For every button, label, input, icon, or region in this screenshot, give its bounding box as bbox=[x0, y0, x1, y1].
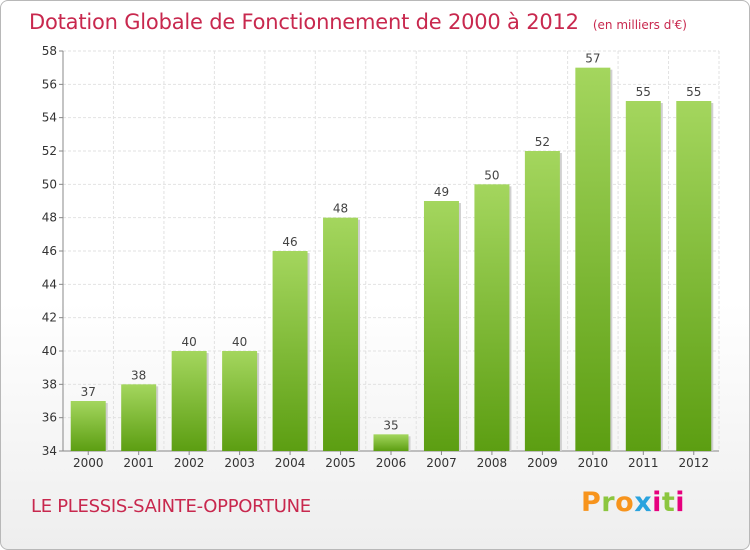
bar-value-label: 35 bbox=[383, 418, 398, 432]
x-tick-label: 2003 bbox=[224, 456, 255, 470]
y-tick-label: 38 bbox=[42, 377, 57, 391]
bar-2006 bbox=[373, 434, 409, 451]
y-tick-label: 56 bbox=[42, 77, 57, 91]
y-tick-label: 54 bbox=[42, 111, 57, 125]
x-tick-label: 2010 bbox=[578, 456, 609, 470]
y-tick-label: 44 bbox=[42, 277, 57, 291]
bar-value-label: 49 bbox=[434, 185, 449, 199]
bar-2012 bbox=[676, 101, 712, 451]
x-tick-label: 2006 bbox=[376, 456, 407, 470]
y-tick-label: 58 bbox=[42, 44, 57, 58]
bar-2009 bbox=[524, 151, 560, 451]
x-tick-label: 2007 bbox=[426, 456, 457, 470]
grid-lines bbox=[62, 50, 720, 452]
bar-2000 bbox=[70, 401, 106, 451]
x-tick-label: 2005 bbox=[325, 456, 356, 470]
labels: 34 36 38 40 42 44 46 48 50 52 54 56 58 37 2000 38 2001 40… bbox=[42, 44, 709, 470]
y-tick-label: 42 bbox=[42, 311, 57, 325]
bar-value-label: 40 bbox=[232, 335, 247, 349]
bar-value-label: 57 bbox=[585, 52, 600, 66]
x-tick-label: 2009 bbox=[527, 456, 558, 470]
bar-value-label: 48 bbox=[333, 202, 348, 216]
bar-2005 bbox=[323, 217, 359, 451]
bar-value-label: 40 bbox=[182, 335, 197, 349]
x-tick-label: 2000 bbox=[73, 456, 104, 470]
bar-value-label: 55 bbox=[636, 85, 651, 99]
bar-value-label: 46 bbox=[282, 235, 297, 249]
bar-2002 bbox=[171, 351, 207, 451]
chart-title: Dotation Globale de Fonctionnement de 20… bbox=[29, 10, 687, 34]
x-tick-label: 2008 bbox=[477, 456, 508, 470]
y-tick-label: 36 bbox=[42, 411, 57, 425]
bar-2001 bbox=[121, 384, 157, 451]
x-tick-label: 2001 bbox=[123, 456, 154, 470]
x-tick-label: 2012 bbox=[678, 456, 709, 470]
bar-value-label: 55 bbox=[686, 85, 701, 99]
bar-value-label: 50 bbox=[484, 168, 499, 182]
x-tick-label: 2011 bbox=[628, 456, 659, 470]
x-tick-label: 2002 bbox=[174, 456, 205, 470]
commune-name: LE PLESSIS-SAINTE-OPPORTUNE bbox=[31, 496, 311, 517]
y-tick-label: 48 bbox=[42, 211, 57, 225]
y-tick-label: 50 bbox=[42, 177, 57, 191]
bar-2003 bbox=[222, 351, 258, 451]
bar-2010 bbox=[575, 67, 611, 452]
y-tick-label: 40 bbox=[42, 344, 57, 358]
x-tick-label: 2004 bbox=[275, 456, 306, 470]
proxiti-logo[interactable]: Proxiti bbox=[581, 487, 686, 518]
bar-value-label: 38 bbox=[131, 368, 146, 382]
bar-value-label: 52 bbox=[535, 135, 550, 149]
bar-value-label: 37 bbox=[81, 385, 96, 399]
chart-unit-note: (en milliers d'€) bbox=[592, 18, 687, 32]
bar-2004 bbox=[272, 251, 308, 451]
bar-2007 bbox=[423, 201, 459, 451]
y-tick-label: 52 bbox=[42, 144, 57, 158]
bars bbox=[70, 67, 714, 452]
y-tick-label: 34 bbox=[42, 444, 57, 458]
y-tick-label: 46 bbox=[42, 244, 57, 258]
bar-2008 bbox=[474, 184, 510, 452]
chart-title-text: Dotation Globale de Fonctionnement de 20… bbox=[29, 10, 579, 34]
bar-2011 bbox=[625, 101, 661, 451]
